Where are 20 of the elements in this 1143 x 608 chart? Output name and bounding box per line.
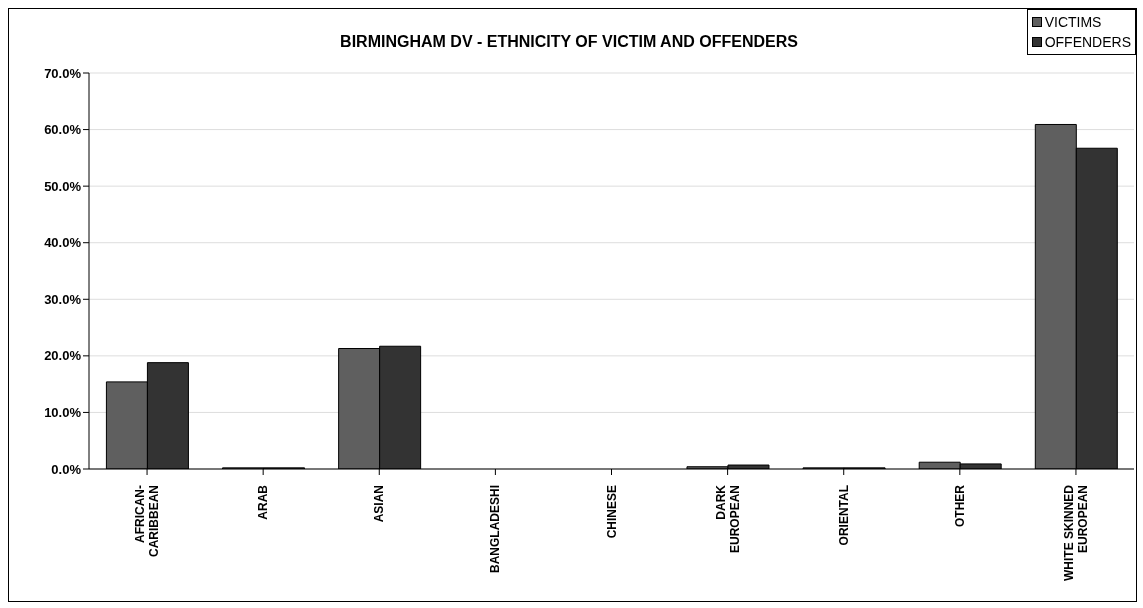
x-tick-label: CHINESE (604, 485, 619, 539)
y-tick-label: 0.0% (51, 461, 82, 477)
x-tick-label: ARAB (256, 484, 271, 520)
x-tick-label: OTHER (952, 484, 967, 527)
x-tick-label: BANGLADESHI (488, 485, 503, 574)
y-tick-label: 60.0% (44, 122, 82, 138)
x-tick-label: ASIAN (372, 485, 387, 523)
y-tick-label: 70.0% (44, 65, 82, 81)
y-tick-label: 20.0% (44, 348, 82, 364)
y-tick-label: 40.0% (44, 235, 82, 251)
y-tick-label: 30.0% (44, 291, 82, 307)
legend-label: OFFENDERS (1044, 33, 1131, 52)
y-tick-label: 50.0% (44, 178, 82, 194)
x-tick-label: DARK EUROPEAN (713, 484, 742, 554)
chart-title: BIRMINGHAM DV - ETHNICITY OF VICTIM AND OFFENDERS (340, 33, 798, 50)
x-tick-label: ORIENTAL (836, 485, 851, 546)
y-tick-label: 10.0% (44, 405, 82, 421)
x-tick-label: AFRICAN- CARIBBEAN (133, 485, 162, 557)
legend-label: VICTIMS (1044, 13, 1102, 32)
x-tick-label: WHITE SKINNED EUROPEAN (1061, 484, 1090, 581)
